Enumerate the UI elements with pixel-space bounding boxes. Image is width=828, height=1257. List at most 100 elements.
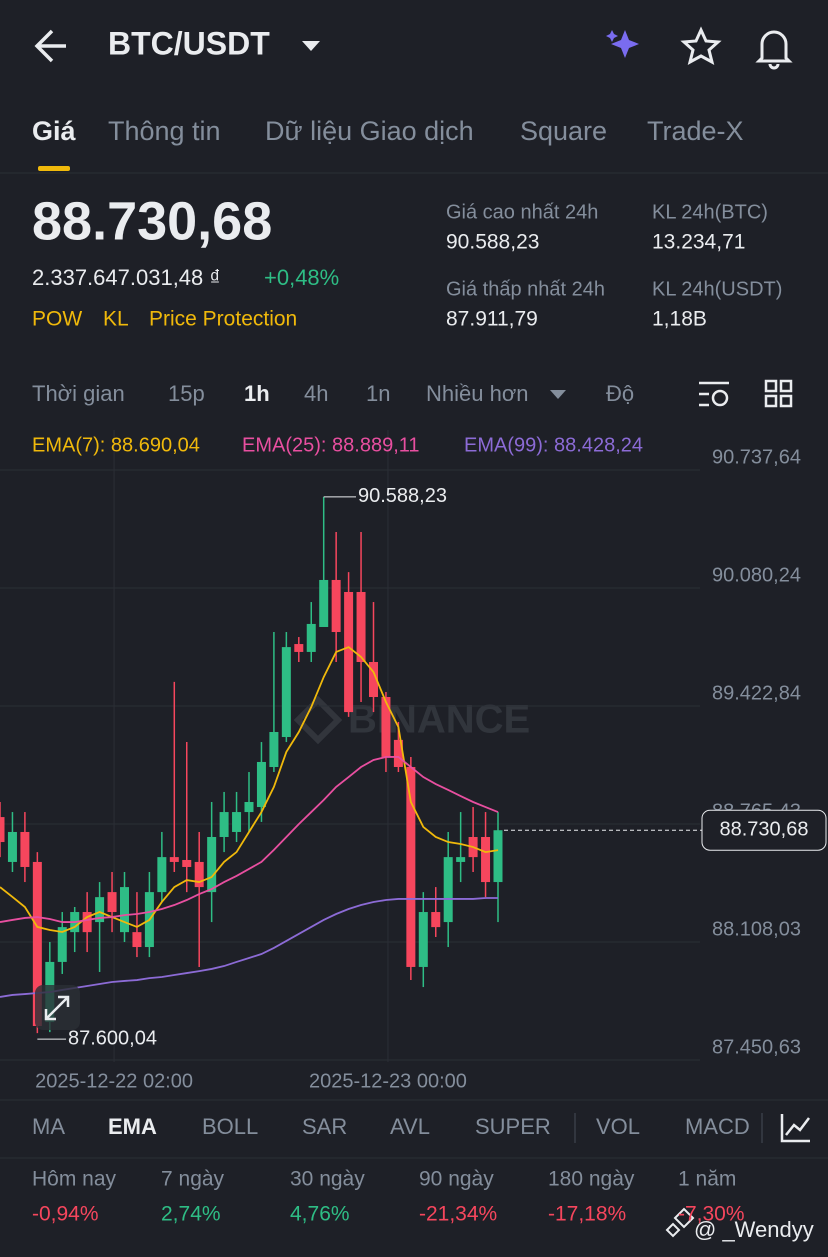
perf-value: -7,30% <box>678 1203 745 1226</box>
interval[interactable]: 1n <box>366 381 390 406</box>
ai-button[interactable] <box>606 30 639 58</box>
current-price-box <box>701 809 827 851</box>
candle-body <box>244 802 254 813</box>
tag[interactable]: KL <box>103 308 129 331</box>
grid-icon[interactable] <box>764 379 793 408</box>
watermark: BINANCE <box>348 698 530 742</box>
perf-value: -17,18% <box>548 1203 626 1226</box>
stat-label: Giá thấp nhất 24h <box>446 278 605 300</box>
legend-entry: EMA(99): 88.428,24 <box>464 434 643 456</box>
candle-body <box>319 579 329 627</box>
interval[interactable]: 15p <box>168 381 205 406</box>
interval[interactable]: 1h <box>244 381 270 406</box>
high-label: 90.588,23 <box>358 485 447 507</box>
pair-title[interactable]: BTC/USDT <box>108 25 270 61</box>
candle-body <box>306 623 316 652</box>
favorite-button[interactable] <box>680 26 722 65</box>
candle-body <box>132 932 142 948</box>
candle-body <box>57 927 67 962</box>
indicator[interactable]: VOL <box>596 1114 640 1139</box>
interval[interactable]: Thời gian <box>32 381 125 406</box>
candle-body <box>207 837 217 893</box>
indicator[interactable]: SAR <box>302 1114 347 1139</box>
tag[interactable]: POW <box>32 308 82 331</box>
candle-body <box>431 912 441 928</box>
price-change: +0,48% <box>264 265 339 290</box>
candle-body <box>393 739 403 767</box>
perf-value: 2,74% <box>161 1203 221 1226</box>
perf-value: 4,76% <box>290 1203 350 1226</box>
alert-button[interactable] <box>755 30 793 70</box>
candle-body <box>481 837 491 883</box>
perf-label: Hôm nay <box>32 1168 117 1191</box>
candle-body <box>406 766 416 967</box>
candle-body <box>194 861 204 888</box>
stat-label: KL 24h(BTC) <box>652 201 768 223</box>
tab-indicator <box>38 166 70 171</box>
y-tick-label: 88.108,03 <box>712 918 801 940</box>
indicator[interactable]: BOLL <box>202 1114 258 1139</box>
credit-icon <box>665 1207 695 1238</box>
legend-entry: EMA(25): 88.889,11 <box>242 434 420 456</box>
candle-body <box>32 861 42 1027</box>
y-tick-label: 89.422,84 <box>712 682 801 704</box>
back-button[interactable] <box>34 29 66 63</box>
stat-label: KL 24h(USDT) <box>652 278 782 300</box>
tab[interactable]: Square <box>520 116 607 146</box>
candle-body <box>281 647 291 738</box>
more-dropdown[interactable] <box>550 390 566 399</box>
legend-entry: EMA(7): 88.690,04 <box>32 434 200 456</box>
chart-settings[interactable] <box>780 1114 810 1143</box>
tab[interactable]: Giá <box>32 116 77 146</box>
ema-line <box>0 897 498 998</box>
tab[interactable]: Dữ liệu Giao dịch <box>265 116 474 146</box>
stat-value: 87.911,79 <box>446 308 538 331</box>
indicator[interactable]: MA <box>32 1114 65 1139</box>
candle-body <box>219 812 229 838</box>
candle-body <box>369 661 378 697</box>
fiat-price: 2.337.647.031,48 ₫ <box>32 265 221 290</box>
perf-value: -21,34% <box>419 1203 497 1226</box>
candle-body <box>418 912 428 967</box>
y-tick-label: 90.737,64 <box>712 446 801 468</box>
candle-body <box>232 812 242 832</box>
tab[interactable]: Thông tin <box>108 116 221 146</box>
indicator[interactable]: EMA <box>108 1114 157 1139</box>
x-tick-label: 2025-12-22 02:00 <box>35 1070 193 1092</box>
perf-value: -0,94% <box>32 1203 99 1226</box>
indicator[interactable]: MACD <box>685 1114 750 1139</box>
stat-label: Giá cao nhất 24h <box>446 201 598 223</box>
candle-body <box>20 831 30 867</box>
layout-icon[interactable] <box>699 381 729 407</box>
ema-line <box>0 756 499 923</box>
perf-label: 90 ngày <box>419 1168 494 1191</box>
interval[interactable]: Độ <box>606 381 634 406</box>
watermark-logo <box>293 695 343 745</box>
pair-dropdown[interactable] <box>302 41 320 51</box>
candle-body <box>443 857 453 923</box>
candle-body <box>456 857 466 862</box>
candle-body <box>95 897 105 923</box>
indicator[interactable]: AVL <box>390 1114 430 1139</box>
candle-body <box>0 817 5 843</box>
stat-value: 13.234,71 <box>652 231 745 254</box>
candle-body <box>381 696 391 757</box>
tab[interactable]: Trade-X <box>647 116 744 146</box>
interval[interactable]: 4h <box>304 381 328 406</box>
tag[interactable]: Price Protection <box>149 308 297 331</box>
candle-body <box>256 761 266 808</box>
candle-body <box>7 831 17 862</box>
interval[interactable]: Nhiều hơn <box>426 381 529 406</box>
y-tick-label: 87.450,63 <box>712 1036 801 1058</box>
low-label: 87.600,04 <box>68 1027 157 1049</box>
candle-body <box>356 591 366 662</box>
candle-body <box>107 892 117 913</box>
credit: @ _Wendyy <box>694 1217 814 1242</box>
perf-label: 7 ngày <box>161 1168 225 1191</box>
last-price: 88.730,68 <box>32 191 272 251</box>
candle-body <box>269 731 279 767</box>
indicator[interactable]: SUPER <box>475 1114 551 1139</box>
